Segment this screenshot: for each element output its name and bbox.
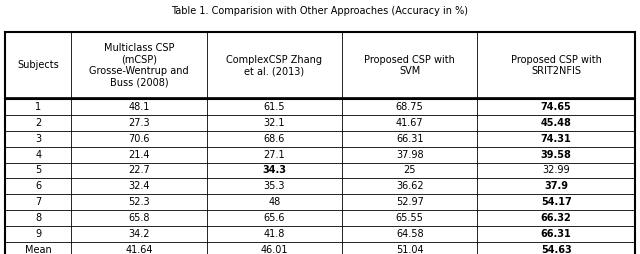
- Text: 5: 5: [35, 166, 42, 176]
- Text: 2: 2: [35, 118, 42, 128]
- Text: Subjects: Subjects: [17, 60, 59, 70]
- Text: 32.99: 32.99: [542, 166, 570, 176]
- Text: 3: 3: [35, 134, 41, 144]
- Text: 6: 6: [35, 181, 41, 191]
- Text: 4: 4: [35, 150, 41, 160]
- Text: 65.55: 65.55: [396, 213, 424, 223]
- Text: 66.31: 66.31: [396, 134, 424, 144]
- Text: 39.58: 39.58: [541, 150, 572, 160]
- Text: 68.6: 68.6: [264, 134, 285, 144]
- Text: ComplexCSP Zhang
et al. (2013): ComplexCSP Zhang et al. (2013): [227, 55, 323, 76]
- Text: 45.48: 45.48: [541, 118, 572, 128]
- Text: Table 1. Comparision with Other Approaches (Accuracy in %): Table 1. Comparision with Other Approach…: [172, 6, 468, 16]
- Text: Mean: Mean: [25, 245, 52, 254]
- Text: 9: 9: [35, 229, 41, 239]
- Text: 74.65: 74.65: [541, 102, 572, 112]
- Text: 65.6: 65.6: [264, 213, 285, 223]
- Text: 51.04: 51.04: [396, 245, 424, 254]
- Text: 41.8: 41.8: [264, 229, 285, 239]
- Text: 37.9: 37.9: [544, 181, 568, 191]
- Text: 48.1: 48.1: [128, 102, 150, 112]
- Text: 41.67: 41.67: [396, 118, 424, 128]
- Text: 32.4: 32.4: [128, 181, 150, 191]
- Text: 52.3: 52.3: [128, 197, 150, 207]
- Text: 54.63: 54.63: [541, 245, 572, 254]
- Text: 68.75: 68.75: [396, 102, 424, 112]
- Text: 36.62: 36.62: [396, 181, 424, 191]
- Text: 64.58: 64.58: [396, 229, 424, 239]
- Text: 54.17: 54.17: [541, 197, 572, 207]
- Text: 27.1: 27.1: [264, 150, 285, 160]
- Text: 35.3: 35.3: [264, 181, 285, 191]
- Text: 61.5: 61.5: [264, 102, 285, 112]
- Text: 74.31: 74.31: [541, 134, 572, 144]
- Text: 66.31: 66.31: [541, 229, 572, 239]
- Text: Multiclass CSP
(mCSP)
Grosse-Wentrup and
Buss (2008): Multiclass CSP (mCSP) Grosse-Wentrup and…: [89, 43, 189, 88]
- Text: 65.8: 65.8: [128, 213, 150, 223]
- Text: 48: 48: [268, 197, 280, 207]
- Text: 1: 1: [35, 102, 41, 112]
- Text: 66.32: 66.32: [541, 213, 572, 223]
- Text: 34.2: 34.2: [128, 229, 150, 239]
- Text: 8: 8: [35, 213, 41, 223]
- Text: 34.3: 34.3: [262, 166, 286, 176]
- Text: 7: 7: [35, 197, 42, 207]
- Text: 21.4: 21.4: [128, 150, 150, 160]
- Text: 70.6: 70.6: [128, 134, 150, 144]
- Text: Proposed CSP with
SRIT2NFIS: Proposed CSP with SRIT2NFIS: [511, 55, 602, 76]
- Text: 52.97: 52.97: [396, 197, 424, 207]
- Text: 37.98: 37.98: [396, 150, 424, 160]
- Text: 41.64: 41.64: [125, 245, 153, 254]
- Text: Proposed CSP with
SVM: Proposed CSP with SVM: [364, 55, 455, 76]
- Text: 22.7: 22.7: [128, 166, 150, 176]
- Text: 27.3: 27.3: [128, 118, 150, 128]
- Text: 46.01: 46.01: [260, 245, 288, 254]
- Text: 25: 25: [403, 166, 416, 176]
- Text: 32.1: 32.1: [264, 118, 285, 128]
